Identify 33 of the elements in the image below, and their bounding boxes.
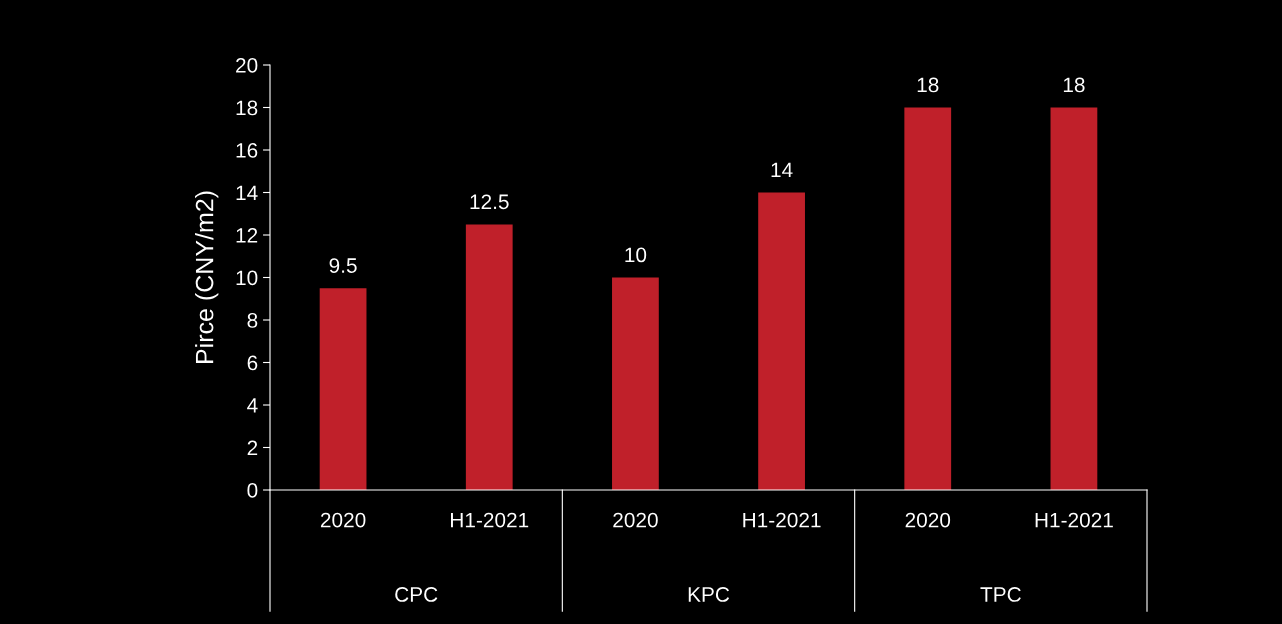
bar [612, 277, 659, 490]
data-label: 14 [771, 162, 793, 178]
y-axis-title: Pirce (CNY/m2) [195, 191, 219, 363]
x-tick-label: H1-2021 [1035, 512, 1113, 528]
y-tick-label: 2 [247, 440, 258, 456]
y-tick-label: 0 [247, 483, 258, 498]
x-tick-label: H1-2021 [743, 512, 821, 528]
y-tick-label: 20 [236, 58, 258, 73]
x-tick-label: H1-2021 [451, 512, 529, 528]
x-tick-label: 2020 [905, 512, 951, 528]
data-label: 18 [917, 77, 939, 93]
text: TPC [980, 587, 1021, 602]
y-tick-label: 14 [236, 185, 258, 201]
x-tick-label: 2020 [320, 512, 366, 528]
text: CPC [395, 587, 438, 602]
bar [465, 224, 513, 490]
data-label: 18 [1063, 77, 1085, 93]
y-tick-label: 18 [236, 100, 258, 116]
y-tick-label: 4 [247, 398, 258, 413]
bar [758, 192, 805, 490]
data-label: 12.5 [470, 194, 509, 210]
data-label: 9.5 [329, 258, 357, 273]
y-tick-label: 8 [247, 313, 258, 328]
y-tick-label: 12 [236, 228, 258, 243]
text: KPC [688, 587, 730, 602]
y-tick-label: 16 [236, 143, 258, 158]
bar [1050, 107, 1098, 490]
y-tick-label: 10 [236, 270, 258, 286]
bar [904, 107, 952, 490]
y-tick-label: 6 [247, 355, 258, 371]
x-tick-label: 2020 [613, 512, 658, 528]
data-label: 10 [625, 247, 647, 263]
bar [319, 288, 367, 490]
